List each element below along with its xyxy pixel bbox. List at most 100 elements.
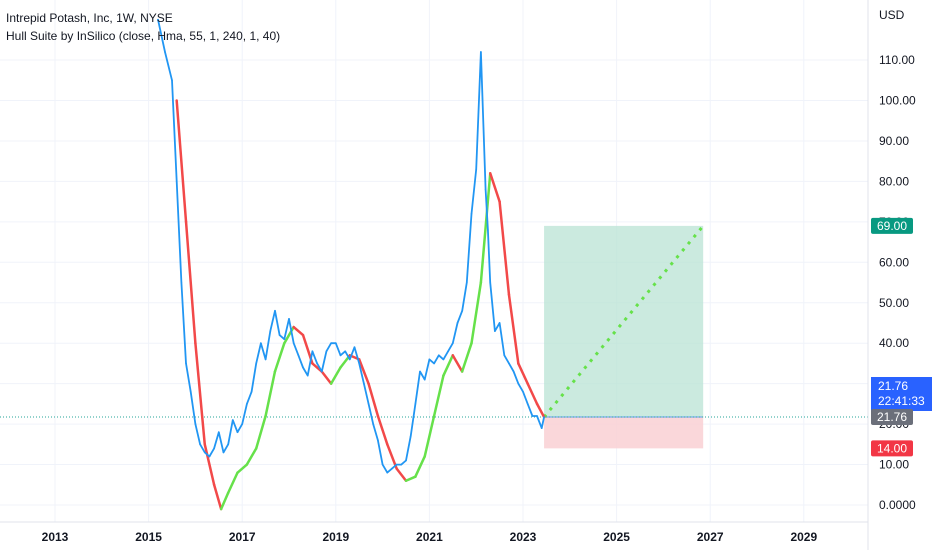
price-point bbox=[517, 382, 520, 385]
price-point bbox=[330, 342, 332, 345]
price-point bbox=[531, 415, 534, 417]
y-tick-label: 0.0000 bbox=[879, 498, 916, 512]
price-point bbox=[227, 443, 229, 446]
price-point bbox=[213, 447, 215, 450]
x-tick-label: 2025 bbox=[603, 530, 630, 544]
y-tick-label: 60.00 bbox=[879, 255, 909, 269]
hull-segment bbox=[283, 325, 295, 345]
hull-segment bbox=[226, 471, 239, 495]
time-axis[interactable]: 2013 2015 2017 2019 2021 2023 2025 2027 2029 bbox=[0, 521, 868, 544]
price-axis[interactable]: USD0.000010.0020.0030.0040.0050.0060.007… bbox=[867, 0, 916, 550]
price-point bbox=[494, 330, 496, 332]
price-point bbox=[344, 350, 346, 353]
price-point bbox=[512, 370, 515, 373]
x-tick-label: 2029 bbox=[790, 530, 817, 544]
price-point bbox=[171, 79, 173, 82]
hull-segment bbox=[320, 370, 333, 385]
hull-segment bbox=[395, 467, 408, 482]
price-point bbox=[386, 471, 389, 474]
price-point bbox=[274, 310, 276, 312]
price-point bbox=[325, 350, 328, 353]
hull-segment bbox=[423, 414, 436, 458]
y-tick-label: 10.00 bbox=[879, 458, 909, 472]
price-point bbox=[447, 350, 449, 353]
hull-segment bbox=[517, 362, 529, 385]
hull-segment bbox=[219, 491, 230, 511]
y-tick-label: 100.00 bbox=[879, 94, 916, 108]
price-point bbox=[353, 346, 356, 349]
price-point bbox=[409, 435, 412, 438]
hull-segment bbox=[245, 447, 258, 466]
price-point bbox=[381, 463, 384, 466]
stop-price-tag-label: 14.00 bbox=[877, 441, 907, 455]
hull-segment bbox=[442, 354, 455, 377]
hull-segment bbox=[236, 463, 249, 474]
price-point bbox=[367, 403, 370, 405]
target-price-tag-label: 69.00 bbox=[877, 219, 907, 233]
symbol-title[interactable]: Intrepid Potash, Inc, 1W, NYSE bbox=[6, 11, 173, 25]
last-price-tag bbox=[871, 408, 913, 425]
long-position-zones[interactable] bbox=[0, 224, 868, 449]
price-point bbox=[508, 362, 510, 365]
hull-segment bbox=[203, 443, 216, 487]
hull-segment bbox=[184, 220, 197, 345]
hull-segment bbox=[451, 354, 464, 373]
hull-segment bbox=[404, 475, 417, 482]
x-tick-label: 2015 bbox=[135, 530, 162, 544]
price-point bbox=[208, 455, 211, 458]
price-point bbox=[246, 403, 248, 405]
projection-line bbox=[542, 224, 705, 418]
hull-segment bbox=[535, 402, 546, 419]
chart-series bbox=[157, 18, 546, 511]
price-point bbox=[292, 342, 295, 345]
price-point bbox=[236, 431, 239, 433]
price-point bbox=[428, 358, 431, 361]
price-point bbox=[241, 423, 243, 425]
hull-segment bbox=[264, 370, 277, 418]
price-point bbox=[466, 281, 468, 284]
price-point bbox=[203, 451, 206, 454]
price-point bbox=[405, 459, 407, 462]
hull-segment bbox=[432, 374, 445, 418]
price-point bbox=[218, 431, 220, 433]
price-point bbox=[487, 229, 489, 231]
chart-legend: Intrepid Potash, Inc, 1W, NYSE Hull Suit… bbox=[6, 9, 280, 45]
x-tick-label: 2027 bbox=[697, 530, 724, 544]
countdown-label: 22:41:33 bbox=[878, 394, 925, 408]
price-point bbox=[437, 354, 440, 357]
price-point bbox=[260, 342, 262, 345]
current-price-label: 21.76 bbox=[878, 379, 908, 393]
price-point bbox=[489, 281, 492, 284]
price-point bbox=[540, 427, 543, 429]
hull-segment bbox=[470, 281, 483, 345]
price-point bbox=[222, 451, 225, 454]
hull-segment bbox=[507, 293, 520, 365]
price-point bbox=[522, 390, 524, 393]
price-point bbox=[391, 467, 393, 470]
price-line[interactable] bbox=[157, 19, 545, 474]
price-point bbox=[311, 350, 314, 353]
indicator-title[interactable]: Hull Suite by InSilico (close, Hma, 55, … bbox=[6, 29, 281, 43]
hull-segment bbox=[376, 414, 389, 446]
hull-segment bbox=[526, 382, 539, 406]
hull-segment bbox=[273, 341, 286, 373]
hull-segment bbox=[357, 358, 370, 385]
price-point bbox=[349, 358, 351, 361]
loss-zone[interactable] bbox=[544, 416, 704, 449]
hull-segment bbox=[498, 200, 511, 296]
price-point bbox=[452, 342, 454, 345]
x-tick-label: 2017 bbox=[229, 530, 256, 544]
price-point bbox=[264, 358, 267, 361]
price-point bbox=[250, 390, 253, 393]
price-point bbox=[194, 423, 197, 425]
price-point bbox=[377, 439, 379, 442]
x-tick-label: 2013 bbox=[42, 530, 69, 544]
price-point bbox=[484, 188, 487, 191]
price-point bbox=[358, 362, 361, 365]
hull-segment bbox=[254, 414, 267, 450]
hull-segment bbox=[175, 99, 188, 224]
x-tick-label: 2023 bbox=[510, 530, 537, 544]
price-point bbox=[480, 51, 482, 53]
